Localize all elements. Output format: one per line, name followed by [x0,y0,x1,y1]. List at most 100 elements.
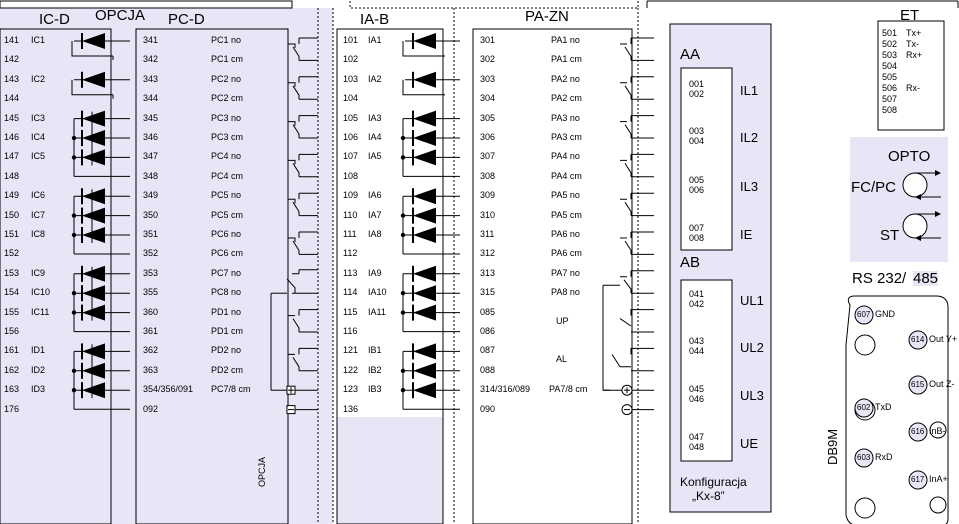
db9-pin-circle [908,330,928,350]
terminal-label: PC4 cm [211,170,244,181]
terminal-label: PC1 cm [211,54,244,65]
rs-title: RS 232/ [852,270,907,287]
diode-symbol [82,130,105,146]
db9-pin-circle [854,305,874,325]
diode-symbol [82,227,105,243]
wire [402,41,445,57]
diode-symbol [82,188,105,205]
relay-contact [620,121,654,139]
et-pin-number: 503 [882,50,898,60]
relay-contact [620,198,654,217]
opto-fcpc-label: FC/PC [851,179,896,196]
db9-pin-label: Out Y+ [929,334,958,344]
konfiguracja-value: „Kx-8” [692,489,725,503]
db9-pin-circle [908,375,928,395]
terminal-label: IC5 [31,151,46,162]
junction-dot [400,155,406,160]
terminal-number: 112 [343,248,358,259]
arrow-head [915,235,921,241]
terminal-number: 150 [4,209,20,220]
terminal-number: 113 [343,267,358,278]
diode-symbol [413,33,436,49]
terminal-number: 308 [480,170,496,181]
aa-label: IE [740,227,753,242]
junction-dot [400,310,406,315]
terminal-number: 306 [480,132,496,142]
aa-pin: 008 [689,233,705,243]
terminal-number: 111 [343,229,357,239]
terminal-label: IC6 [31,190,46,201]
terminal-number: 104 [343,93,359,104]
terminal-number: 311 [480,229,495,239]
db9-pin [929,496,947,514]
terminal-label: IA3 [368,112,382,123]
wire [71,41,113,57]
header-pa-zn: PA-ZN [525,8,569,25]
terminal-number: 115 [343,306,358,317]
terminal-number: 122 [343,364,359,375]
terminal-number: 304 [480,93,496,104]
terminal-label: PC8 no [211,287,242,298]
terminal-number: 313 [480,267,496,278]
terminal-number: 355 [143,287,159,298]
terminal-number: 090 [480,403,496,414]
ab-pin: 042 [689,299,705,309]
aa-pin: 004 [689,136,705,146]
terminal-number: 145 [4,112,20,123]
relay-contact [619,309,654,333]
terminal-number: 346 [143,132,159,142]
terminal-number: 301 [480,35,496,45]
terminal-label: PD2 cm [211,364,244,375]
db9-pin-label: TxD [875,402,892,412]
terminal-label: IB1 [368,345,382,356]
terminal-label: PA2 cm [551,93,582,104]
ab-label: UL3 [740,388,764,403]
terminal-number: 143 [4,73,20,84]
relay-contact [288,43,318,61]
diode-symbol [82,382,105,399]
diode-symbol [413,71,436,88]
konfiguracja-label: Konfiguracja [680,475,747,489]
et-pin-label: Tx- [906,39,919,49]
terminal-number: 109 [343,190,359,201]
terminal-label: IA2 [368,73,382,84]
arrow-head [915,194,921,200]
junction-dot [400,388,406,393]
et-box [877,20,945,131]
relay-contact [288,82,318,100]
terminal-number: 110 [343,209,358,220]
terminal-number: 107 [343,151,359,162]
terminal-label: IA11 [368,306,386,317]
aa-pin: 001 [689,79,705,89]
top-frame-cell [0,0,293,9]
terminal-number: 302 [480,54,496,65]
terminal-number: 154 [4,287,20,298]
ab-pin: 047 [689,432,705,442]
ab-label: UL1 [740,293,764,308]
diode-symbol [413,188,436,205]
db9-pin-label: GND [875,309,895,319]
terminal-label: PA7 no [551,267,580,278]
terminal-number: 146 [4,132,20,142]
terminal-number: 354/356/091 [143,384,194,395]
terminal-number: 144 [4,93,20,104]
relay-contact [288,159,318,178]
terminal-label: PC7 no [211,267,242,278]
aa-label: IL1 [740,83,759,98]
terminal-label: IC4 [31,132,46,142]
relay-contact [288,237,318,255]
diode-symbol [82,304,105,321]
terminal-label: PC5 cm [211,209,244,220]
header-pc-d: PC-D [168,11,205,28]
diode-symbol [82,285,105,302]
diode-symbol [413,207,436,224]
diode-symbol [82,71,105,88]
aa-pin: 002 [689,89,705,99]
terminal-label: PC3 no [211,112,242,123]
terminal-number: 121 [343,345,359,356]
pc-column [135,28,289,524]
terminal-number: 101 [343,35,359,45]
diode-symbol [82,33,105,49]
terminal-label: IA4 [368,132,382,142]
junction-dot [71,310,77,315]
